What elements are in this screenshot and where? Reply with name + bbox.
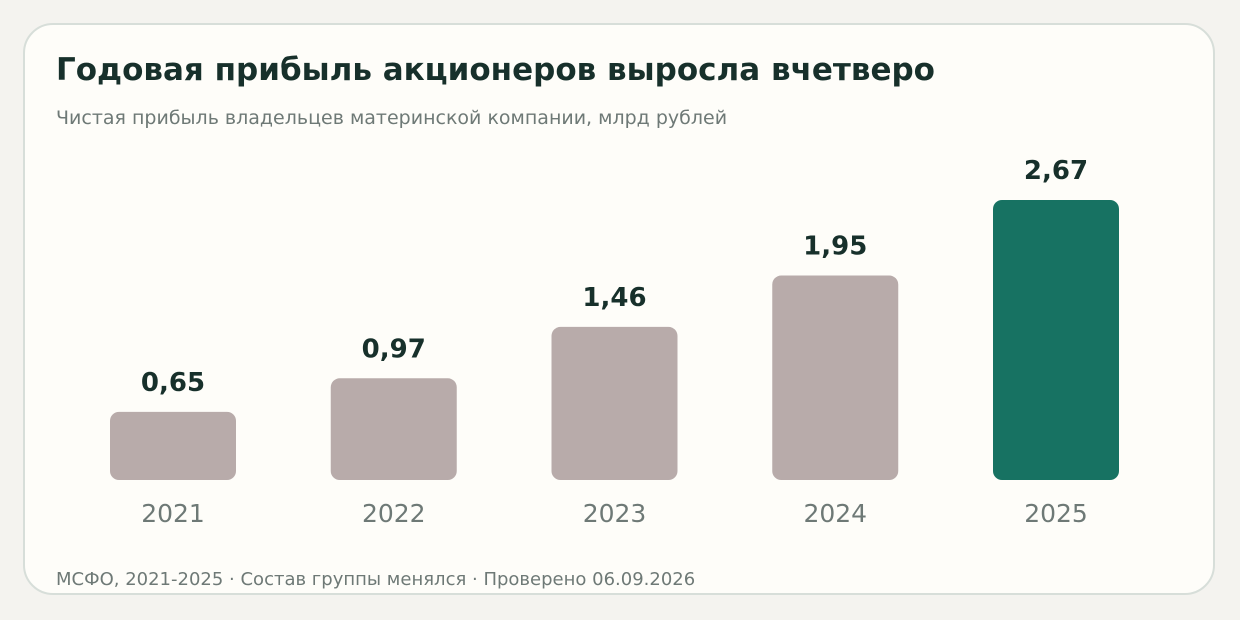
category-label-2024: 2024 [803, 499, 867, 528]
value-label-2025: 2,67 [1024, 156, 1088, 186]
value-label-2022: 0,97 [362, 334, 426, 364]
category-label-2023: 2023 [583, 499, 647, 528]
chart-title: Годовая прибыль акционеров выросла вчетв… [56, 52, 935, 88]
chart-footer: МСФО, 2021-2025 · Состав группы менялся … [56, 569, 696, 590]
category-label-2025: 2025 [1024, 499, 1088, 528]
category-label-2022: 2022 [362, 499, 426, 528]
bar-2023 [551, 326, 678, 480]
category-label-2021: 2021 [141, 499, 205, 528]
value-label-2023: 1,46 [582, 283, 646, 313]
bar-2022 [330, 378, 457, 480]
bar-2021 [110, 411, 236, 480]
value-label-2021: 0,65 [141, 368, 205, 398]
value-label-2024: 1,95 [803, 232, 867, 262]
chart-subtitle: Чистая прибыль владельцев материнской ко… [56, 107, 728, 129]
bar-2024 [772, 275, 899, 480]
bar-2025 [993, 200, 1119, 480]
